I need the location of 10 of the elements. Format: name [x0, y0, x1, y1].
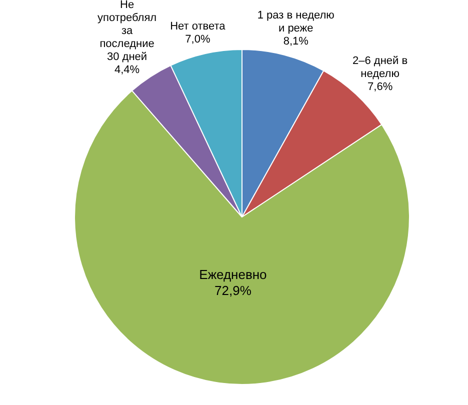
data-label: 72,9% [214, 282, 252, 298]
data-label: 4,4% [114, 64, 140, 76]
slice-label: 2–6 дней в неделю [352, 55, 408, 80]
slice-label: Ежедневно [199, 266, 267, 282]
slice-label: Нет ответа [170, 20, 226, 33]
data-label: 8,1% [283, 35, 309, 48]
data-label: 7,0% [185, 34, 210, 46]
slice-label: Не употреблял за последние 30 дней [97, 0, 157, 63]
data-label: 7,6% [368, 81, 393, 94]
slice-label: 1 раз в неделю и реже [257, 9, 334, 34]
